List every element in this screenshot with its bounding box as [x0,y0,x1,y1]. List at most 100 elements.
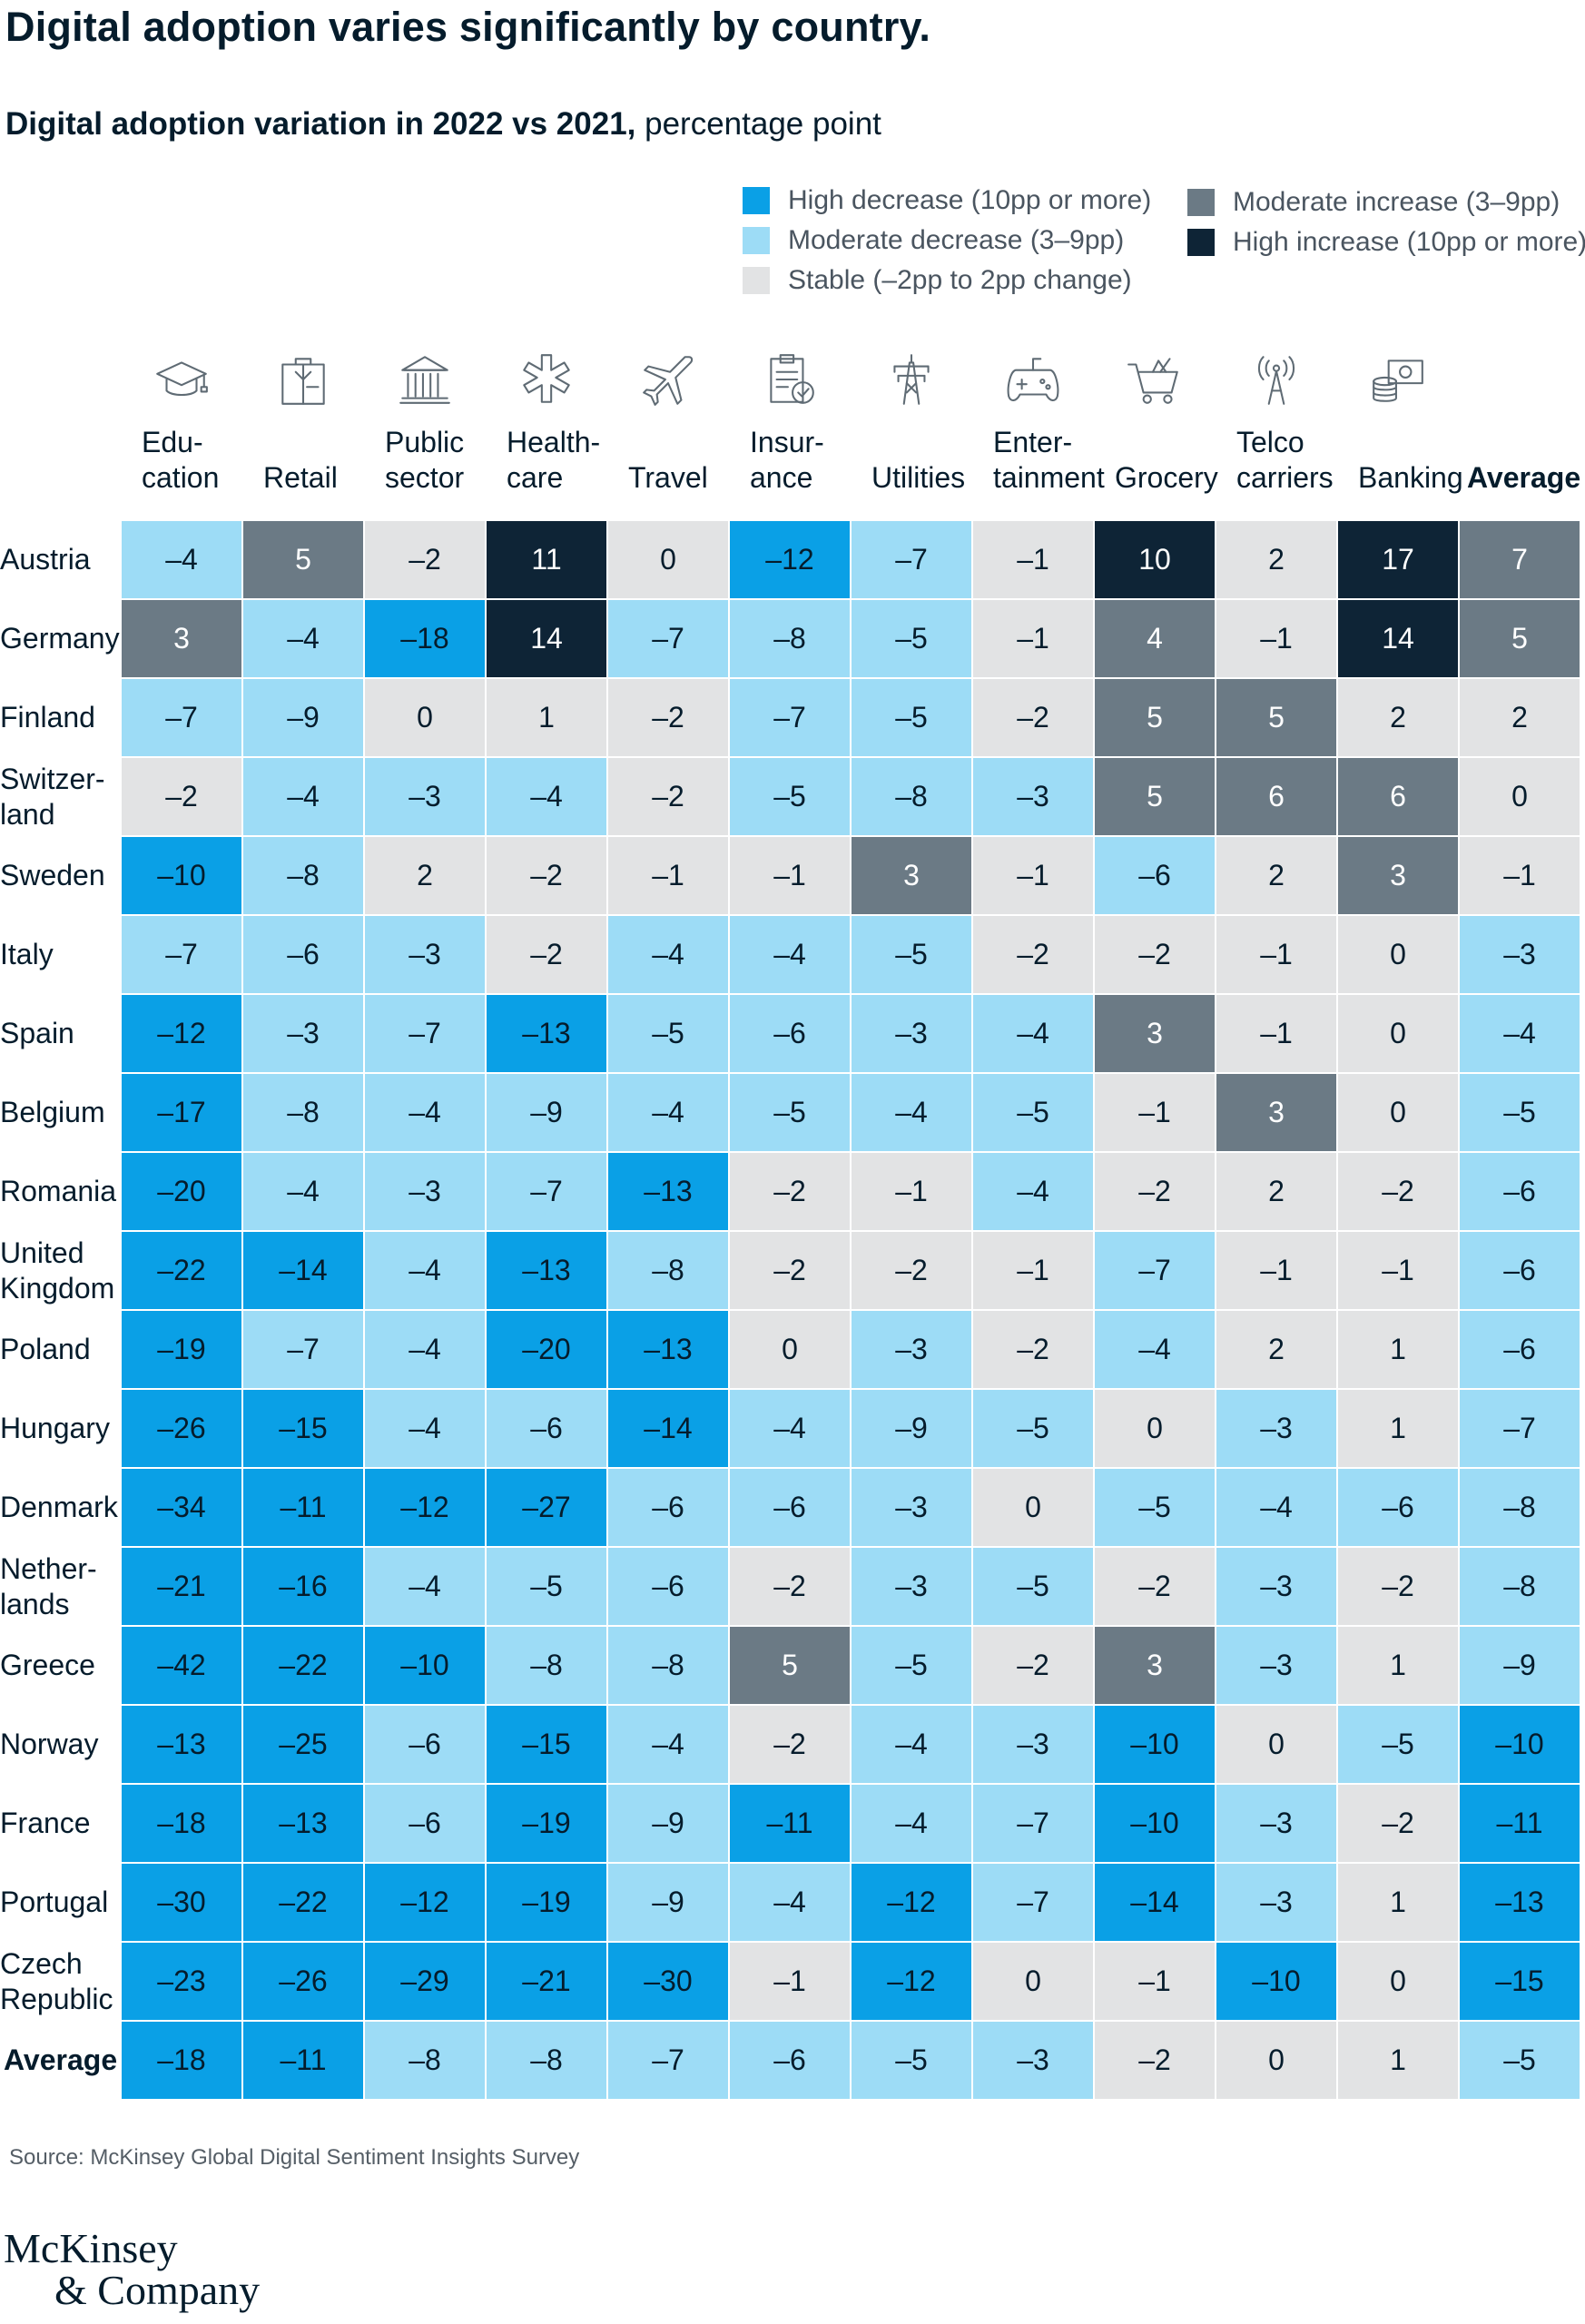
heatmap-cell: –4 [1460,995,1580,1072]
heatmap-cell: –4 [973,995,1093,1072]
heatmap-cell: –5 [487,1548,606,1625]
heatmap-cell: –20 [122,1153,241,1230]
coins-banknote-icon [1362,345,1434,413]
heatmap-cell: 3 [1095,1627,1215,1704]
heatmap-cell: –5 [730,1074,850,1151]
legend-swatch-moderate-decrease [743,227,770,254]
heatmap-cell: –2 [1338,1153,1458,1230]
row-label-line: United [0,1236,84,1269]
row-label-hungary: Hungary [0,1411,110,1446]
heatmap-cell: –8 [730,600,850,677]
heatmap-cell: –5 [973,1390,1093,1467]
row-label-norway: Norway [0,1727,98,1762]
subtitle-bold: Digital adoption variation in 2022 vs 20… [5,106,636,142]
shopping-cart-icon [1118,345,1191,413]
heatmap-cell: 14 [1338,600,1458,677]
heatmap-cell: –7 [608,600,728,677]
heatmap-cell: –7 [1095,1232,1215,1309]
heatmap-cell: –4 [730,1864,850,1941]
heatmap-cell: –1 [973,837,1093,914]
heatmap-cell: –2 [487,837,606,914]
heatmap-cell: 3 [1216,1074,1336,1151]
heatmap-cell: –4 [487,758,606,835]
heatmap-cell: 5 [1216,679,1336,756]
heatmap-cell: –12 [852,1864,971,1941]
heatmap-cell: –2 [730,1548,850,1625]
heatmap-cell: –4 [852,1074,971,1151]
column-header-grocery: Grocery [1115,460,1218,496]
heatmap-cell: –6 [487,1390,606,1467]
shopping-bag-icon [267,345,340,413]
heatmap-cell: –18 [122,2022,241,2099]
column-header-line: Travel [628,461,708,494]
heatmap-cell: –19 [487,1864,606,1941]
legend-label: Stable (–2pp to 2pp change) [788,265,1132,295]
column-header-health-care: Health-care [507,425,600,496]
heatmap-cell: –3 [243,995,363,1072]
row-label-belgium: Belgium [0,1095,105,1130]
row-label-line: Greece [0,1649,95,1681]
heatmap-cell: –21 [487,1943,606,2020]
heatmap-cell: –5 [1095,1469,1215,1546]
heatmap-cell: –5 [852,679,971,756]
heatmap-cell: –8 [365,2022,485,2099]
heatmap-cell: –6 [1460,1153,1580,1230]
row-label-line: Average [4,2043,118,2076]
heatmap-cell: –1 [1216,995,1336,1072]
heatmap-cell: 2 [365,837,485,914]
heatmap-cell: –6 [608,1469,728,1546]
heatmap-cell: –4 [243,1153,363,1230]
heatmap-cell: –7 [487,1153,606,1230]
chart-subtitle: Digital adoption variation in 2022 vs 20… [5,106,881,143]
graduation-cap-icon [145,345,218,413]
heatmap-cell: –5 [608,995,728,1072]
heatmap-cell: –4 [608,1706,728,1783]
heatmap-cell: –2 [730,1706,850,1783]
heatmap-cell: 2 [1216,1311,1336,1388]
column-header-line: Utilities [871,461,966,494]
legend-label: Moderate increase (3–9pp) [1233,187,1560,217]
heatmap-cell: 0 [1460,758,1580,835]
heatmap-cell: 1 [1338,1864,1458,1941]
heatmap-cell: 3 [852,837,971,914]
column-header-line: Telco [1236,426,1304,458]
heatmap-cell: –3 [852,1469,971,1546]
column-header-line: Enter- [993,426,1073,458]
source-note: Source: McKinsey Global Digital Sentimen… [9,2145,580,2170]
heatmap-cell: 0 [973,1943,1093,2020]
heatmap-cell: –4 [1216,1469,1336,1546]
heatmap-cell: 3 [122,600,241,677]
heatmap-cell: –14 [608,1390,728,1467]
heatmap-cell: –10 [1216,1943,1336,2020]
row-label-sweden: Sweden [0,858,105,893]
heatmap-cell: –3 [365,1153,485,1230]
heatmap-cell: –2 [1095,2022,1215,2099]
heatmap-cell: 0 [1216,1706,1336,1783]
row-label-germany: Germany [0,621,120,656]
heatmap-cell: 2 [1216,521,1336,598]
row-label-poland: Poland [0,1332,91,1367]
heatmap-cell: –22 [122,1232,241,1309]
row-label-line: Romania [0,1175,117,1207]
heatmap-cell: –12 [730,521,850,598]
heatmap-cell: –4 [243,600,363,677]
brand-line-1: McKinsey [4,2225,178,2271]
heatmap-cell: –3 [973,758,1093,835]
heatmap-cell: –3 [1216,1627,1336,1704]
antenna-tower-icon [1240,345,1313,413]
heatmap-cell: 0 [608,521,728,598]
legend-item-moderate-increase: Moderate increase (3–9pp) [1187,187,1560,218]
heatmap-cell: –14 [1095,1864,1215,1941]
heatmap-cell: –8 [852,758,971,835]
heatmap-cell: –2 [365,521,485,598]
heatmap-cell: –8 [243,1074,363,1151]
medical-star-icon [510,345,583,413]
heatmap-cell: –4 [730,1390,850,1467]
heatmap-cell: –9 [608,1864,728,1941]
heatmap-cell: –4 [1095,1311,1215,1388]
heatmap-cell: 5 [1095,679,1215,756]
row-label-line: Italy [0,938,54,970]
heatmap-cell: –1 [1460,837,1580,914]
heatmap-cell: –2 [730,1232,850,1309]
row-label-italy: Italy [0,937,54,972]
